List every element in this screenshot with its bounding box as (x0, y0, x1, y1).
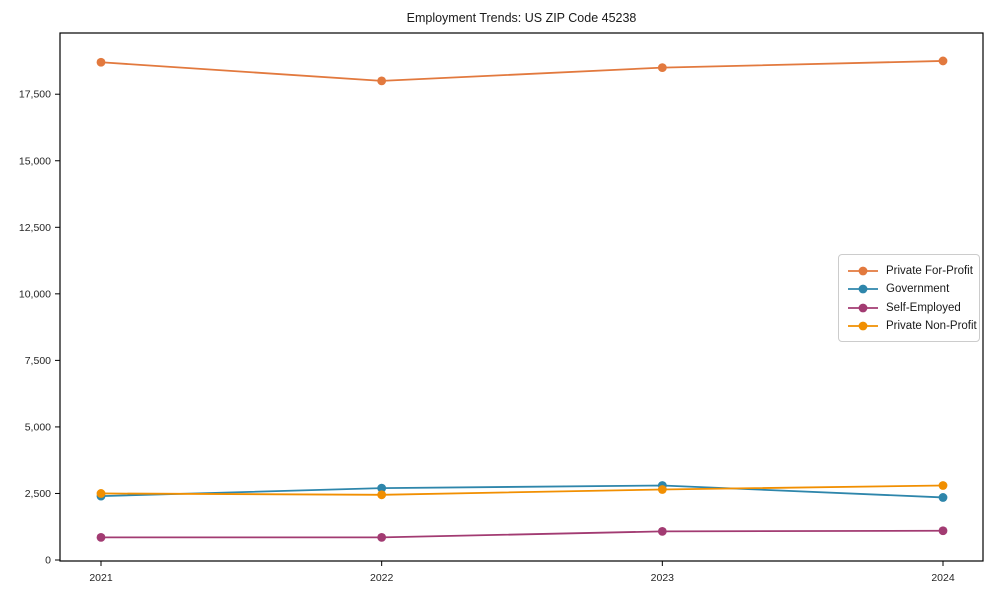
data-point (377, 483, 387, 493)
data-point (96, 57, 106, 67)
data-point (96, 489, 106, 498)
legend-swatch-line-marker-icon (848, 321, 878, 331)
y-tick-label: 15,000 (19, 155, 51, 167)
y-tick-label: 10,000 (19, 288, 51, 300)
data-point (657, 526, 667, 536)
data-point (96, 532, 106, 542)
y-tick-label: 5,000 (25, 421, 51, 433)
x-tick-label: 2023 (651, 572, 675, 584)
legend: Private For-Profit Government Self-Employe… (838, 254, 980, 342)
legend-item: Self-Employed (848, 299, 970, 317)
y-tick-label: 12,500 (19, 222, 51, 234)
y-tick-label: 0 (45, 555, 51, 567)
x-tick-label: 2024 (931, 572, 955, 584)
y-tick-label: 2,500 (25, 488, 51, 500)
series-line-private-for-profit (100, 60, 944, 82)
legend-swatch-line-marker-icon (848, 303, 878, 313)
data-point (938, 481, 948, 490)
data-point (938, 493, 948, 502)
data-point (657, 63, 667, 73)
legend-item: Government (848, 280, 970, 298)
y-tick-label: 17,500 (19, 89, 51, 101)
chart-title: Employment Trends: US ZIP Code 45238 (406, 11, 637, 25)
data-point (938, 56, 948, 66)
data-point (377, 532, 387, 542)
legend-swatch-line-marker-icon (848, 284, 878, 294)
series-line-private-non-profit (100, 484, 944, 496)
legend-swatch-line-marker-icon (848, 266, 878, 276)
y-tick-label: 7,500 (25, 355, 51, 367)
x-tick-label: 2022 (370, 572, 394, 584)
series-line-self-employed (101, 529, 944, 539)
data-point (377, 76, 387, 86)
axes-frame (59, 32, 984, 562)
legend-label: Private Non-Profit (886, 319, 977, 332)
data-point (657, 485, 667, 494)
series-line-government (100, 484, 944, 499)
data-point (377, 490, 387, 500)
legend-item: Private Non-Profit (848, 317, 977, 335)
legend-label: Private For-Profit (886, 265, 973, 277)
legend-label: Government (886, 283, 950, 296)
data-point (938, 526, 948, 536)
legend-label: Self-Employed (886, 301, 961, 314)
x-tick-label: 2021 (89, 572, 113, 584)
legend-item: Private For-Profit (848, 262, 973, 280)
